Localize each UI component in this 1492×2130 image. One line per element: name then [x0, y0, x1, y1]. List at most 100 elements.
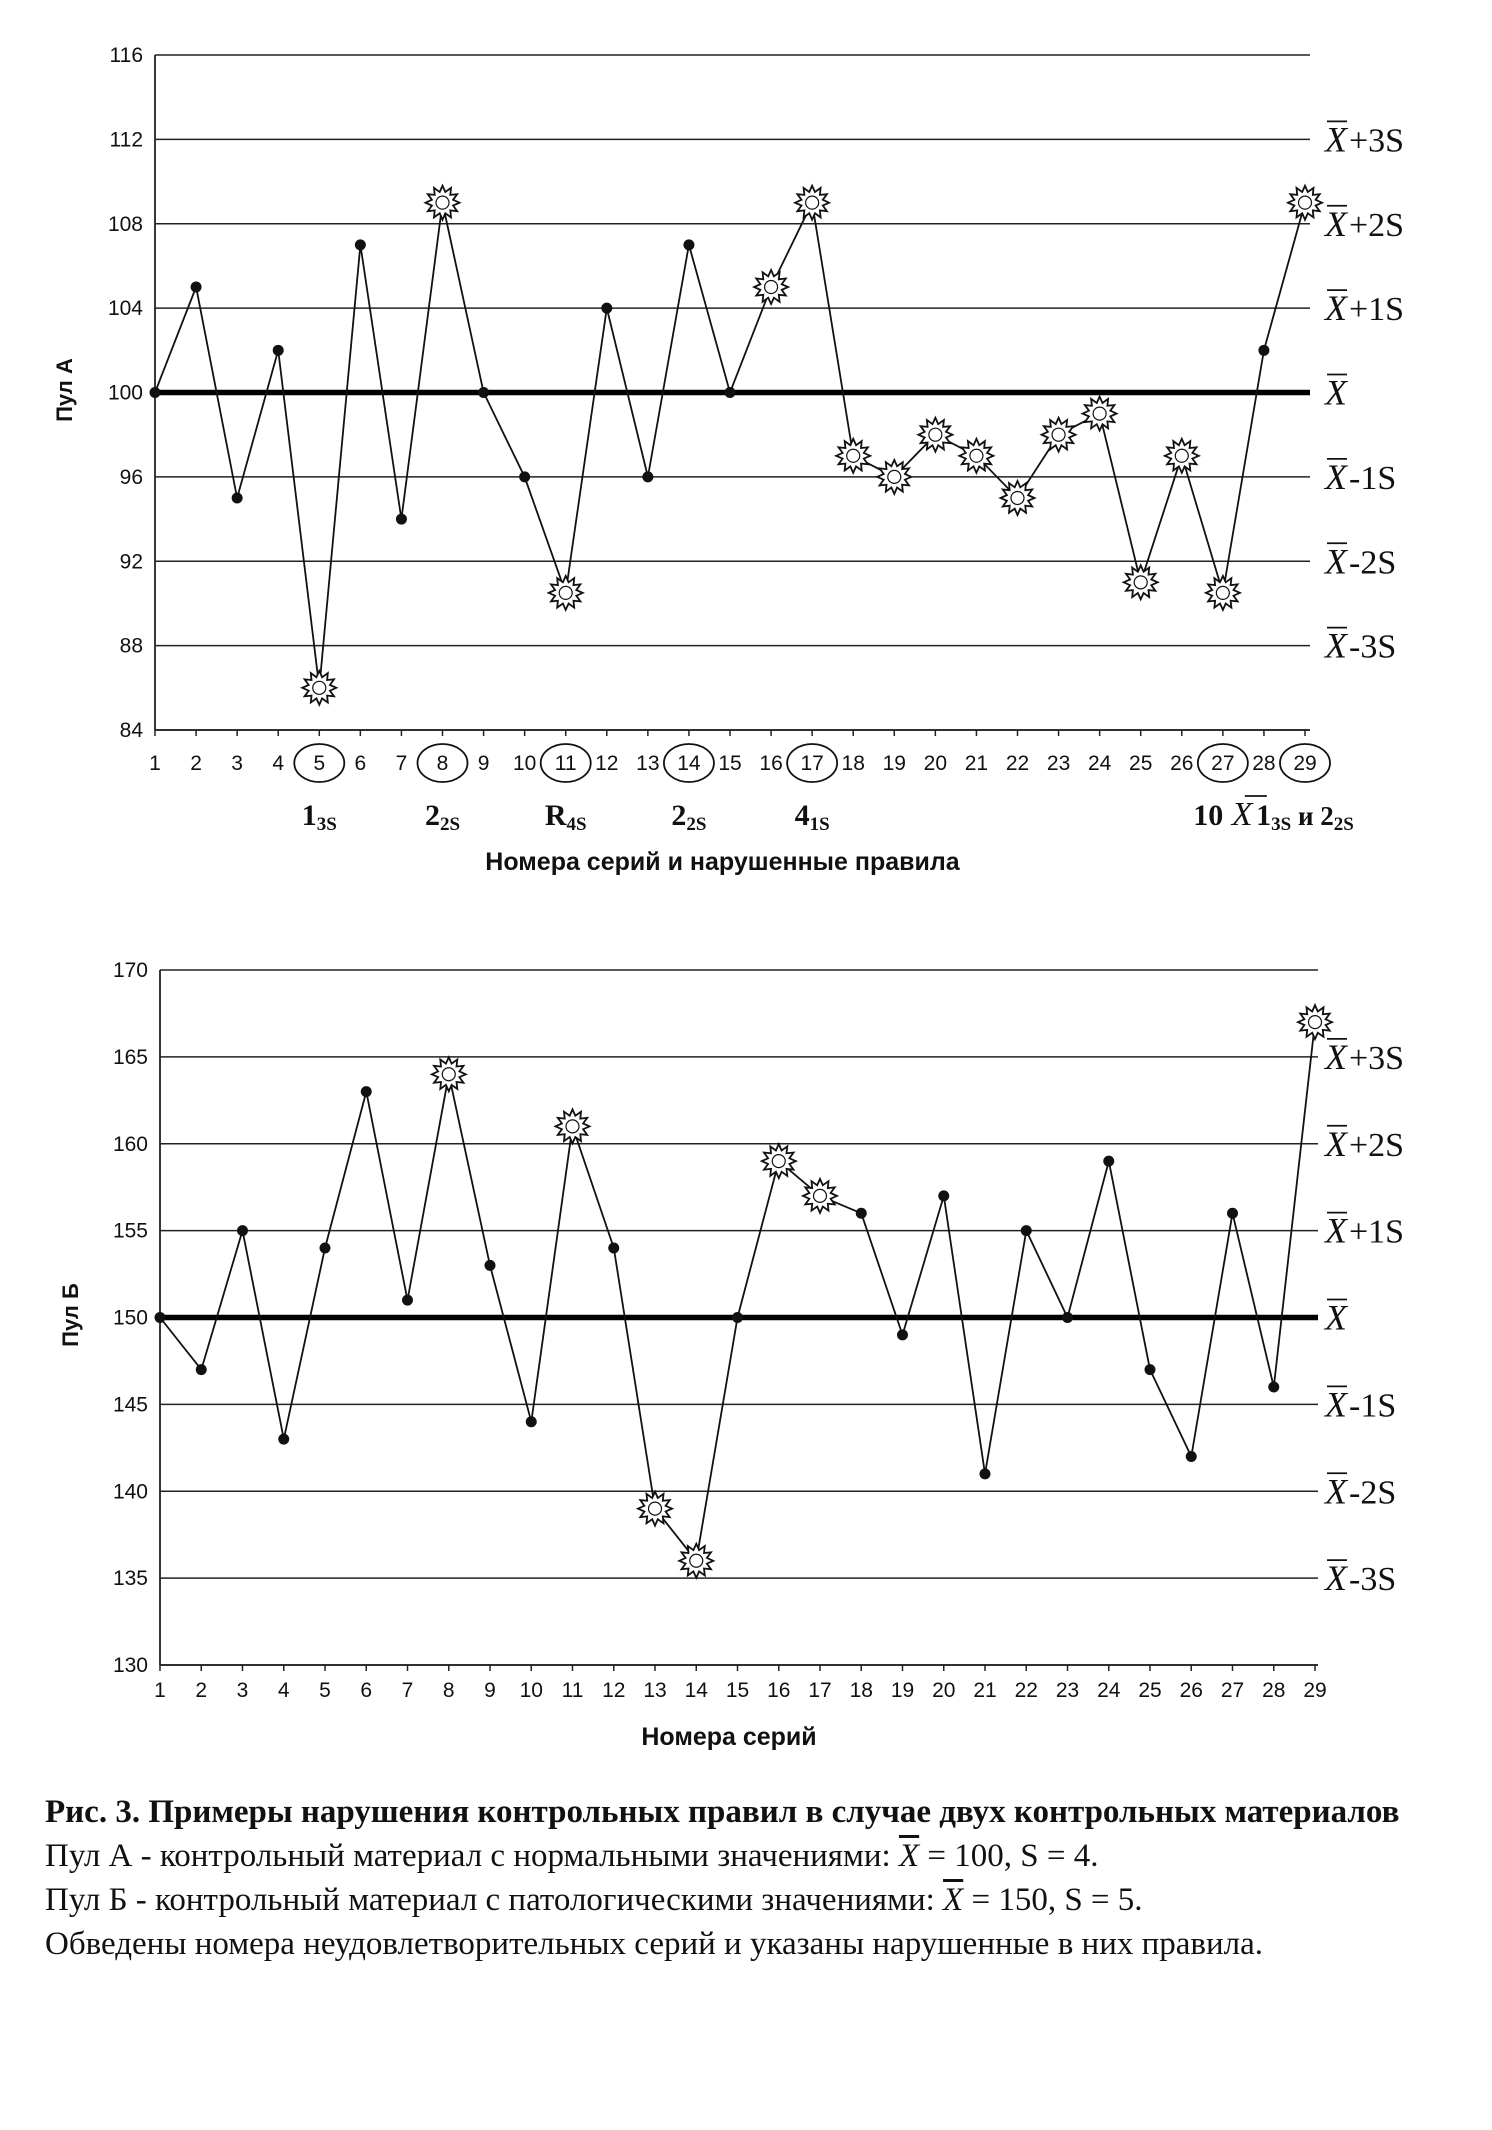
x-tick-label: 10 — [520, 1679, 543, 1702]
violated-rule-label: 13S — [302, 799, 337, 835]
x-tick-label: 19 — [891, 1679, 914, 1702]
x-tick-label: 4 — [272, 752, 284, 775]
y-tick-label: 170 — [113, 959, 148, 982]
data-point-violation-core — [1051, 427, 1066, 442]
data-point — [1258, 344, 1270, 356]
sd-xbar-symbol: X — [1323, 1037, 1349, 1077]
x-tick-label: 22 — [1006, 752, 1029, 775]
y-tick-label: 84 — [120, 719, 144, 742]
x-tick-label: 18 — [842, 752, 865, 775]
data-point-violation-core — [812, 1188, 828, 1203]
caption-line1-post: = 100, S = 4. — [919, 1838, 1099, 1874]
x-tick-label: 29 — [1293, 752, 1316, 775]
x-tick-label: 21 — [965, 752, 988, 775]
sd-offset-label: -3S — [1349, 1561, 1396, 1598]
sd-offset-label: -2S — [1349, 1474, 1396, 1511]
data-point-violation-core — [1174, 448, 1189, 463]
circled-run-marker — [539, 743, 592, 783]
y-tick-label: 165 — [113, 1046, 148, 1069]
sd-xbar-symbol: X — [1323, 1471, 1349, 1511]
x-tick-label: 15 — [718, 752, 741, 775]
caption-line-note: Обведены номера неудовлетворительных сер… — [45, 1926, 1264, 1962]
data-point-violation-core — [1215, 585, 1230, 600]
sd-offset-label: -2S — [1349, 544, 1396, 581]
data-point-violation-core — [805, 195, 820, 210]
x-tick-label: 25 — [1138, 1679, 1161, 1702]
x-tick-label: 9 — [484, 1679, 496, 1702]
sd-level-label: X — [1323, 1298, 1349, 1338]
y-tick-label: 135 — [113, 1567, 148, 1590]
y-tick-label: 104 — [108, 297, 143, 320]
data-point — [1185, 1451, 1197, 1462]
y-axis-title: Пул А — [52, 358, 77, 422]
data-point — [154, 1312, 166, 1323]
sd-offset-label: +2S — [1349, 1127, 1404, 1164]
x-tick-label: 26 — [1170, 752, 1193, 775]
data-point — [484, 1259, 496, 1271]
violated-rule-label: R4S — [545, 799, 587, 835]
circled-run-marker — [1196, 743, 1249, 783]
figure-caption: Рис. 3. Примеры нарушения контрольных пр… — [45, 1790, 1465, 1966]
sd-offset-label: +3S — [1349, 122, 1404, 159]
sd-xbar-symbol: X — [1323, 119, 1349, 159]
data-point-violation-core — [763, 279, 779, 295]
data-point — [149, 387, 161, 398]
y-tick-label: 100 — [108, 382, 143, 405]
data-point — [1020, 1225, 1032, 1237]
violated-rule-label: 41S — [795, 799, 830, 835]
x-tick-label: 26 — [1180, 1679, 1203, 1702]
data-point-violation-core — [1092, 406, 1107, 421]
data-point-violation-core — [435, 195, 450, 210]
data-point — [732, 1312, 743, 1323]
x-tick-label: 24 — [1097, 1679, 1121, 1702]
x-tick-label: 9 — [478, 752, 490, 775]
x-tick-label: 20 — [924, 752, 947, 775]
x-tick-label: 22 — [1015, 1679, 1038, 1702]
data-point — [938, 1190, 950, 1202]
data-point — [979, 1468, 991, 1480]
x-tick-label: 24 — [1088, 752, 1112, 775]
y-tick-label: 116 — [110, 44, 143, 67]
x-tick-label: 15 — [726, 1679, 749, 1702]
data-point — [319, 1242, 331, 1254]
violated-rule-label: 22S — [671, 799, 706, 835]
sd-level-label: X — [1323, 373, 1349, 413]
circled-run-marker — [1279, 743, 1331, 783]
data-point — [360, 1086, 372, 1098]
x-tick-label: 16 — [759, 752, 782, 775]
x-tick-label: 12 — [602, 1679, 625, 1702]
sd-level-label: X +1S — [1323, 288, 1404, 328]
x-tick-label: 19 — [883, 752, 906, 775]
caption-title: Рис. 3. Примеры нарушения контрольных пр… — [45, 1794, 1400, 1830]
sd-level-label: X -1S — [1323, 457, 1396, 497]
data-point-violation-core — [771, 1154, 786, 1169]
violated-rule-label: 10 X — [1193, 796, 1254, 833]
y-tick-label: 112 — [110, 128, 143, 151]
x-tick-label: 23 — [1056, 1679, 1079, 1702]
x-tick-label: 17 — [800, 752, 823, 775]
data-point — [237, 1225, 248, 1237]
x-tick-label: 21 — [973, 1679, 996, 1702]
sd-xbar-symbol: X — [1323, 1558, 1349, 1598]
data-point — [1268, 1381, 1280, 1393]
circled-run-marker — [293, 743, 346, 783]
x-tick-label: 3 — [231, 752, 243, 775]
data-point — [402, 1294, 413, 1306]
sd-xbar-symbol: X — [1323, 457, 1349, 497]
data-point — [642, 471, 654, 483]
x-tick-label: 10 — [513, 752, 536, 775]
sd-level-label: X -3S — [1323, 1558, 1396, 1598]
circled-run-marker — [786, 743, 839, 783]
sd-level-label: X +3S — [1323, 1037, 1404, 1077]
sd-xbar-symbol: X — [1323, 204, 1349, 244]
x-axis-title: Номера серий — [641, 1723, 816, 1751]
caption-xbar-a: X — [898, 1838, 920, 1874]
data-point — [608, 1242, 620, 1254]
data-point-violation-core — [689, 1553, 704, 1568]
data-point-violation-core — [887, 469, 902, 484]
x-tick-label: 29 — [1303, 1679, 1326, 1702]
x-tick-label: 7 — [396, 752, 408, 775]
data-point-violation-core — [846, 448, 861, 463]
